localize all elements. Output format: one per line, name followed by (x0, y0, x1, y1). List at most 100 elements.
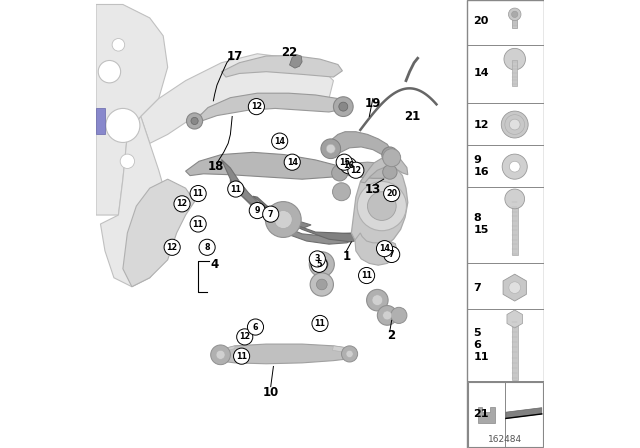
Circle shape (508, 8, 521, 21)
Circle shape (382, 147, 398, 163)
Text: 12: 12 (239, 332, 250, 341)
Circle shape (383, 246, 400, 263)
Circle shape (310, 273, 333, 296)
Text: 15: 15 (339, 158, 349, 167)
Polygon shape (338, 162, 392, 178)
Circle shape (504, 48, 525, 70)
FancyBboxPatch shape (511, 200, 518, 255)
Circle shape (199, 239, 215, 255)
Text: 11: 11 (361, 271, 372, 280)
Circle shape (383, 165, 397, 179)
Circle shape (120, 154, 134, 168)
Text: 9
16: 9 16 (473, 155, 489, 177)
Polygon shape (253, 196, 360, 242)
Circle shape (383, 149, 401, 167)
Circle shape (348, 162, 364, 178)
Circle shape (311, 256, 327, 272)
Text: 17: 17 (227, 49, 243, 63)
Text: 12: 12 (350, 166, 362, 175)
Polygon shape (218, 346, 235, 353)
Text: 6: 6 (253, 323, 258, 332)
Circle shape (216, 350, 225, 359)
Text: 18: 18 (208, 160, 224, 173)
Polygon shape (230, 179, 356, 244)
Circle shape (275, 211, 292, 228)
Circle shape (312, 315, 328, 332)
Text: 20: 20 (473, 16, 488, 26)
Text: 14: 14 (274, 137, 285, 146)
Circle shape (321, 139, 340, 159)
Circle shape (357, 181, 406, 231)
Circle shape (372, 295, 383, 306)
Text: 2: 2 (387, 328, 395, 342)
Circle shape (248, 99, 264, 115)
Text: 16: 16 (343, 161, 354, 170)
Circle shape (509, 282, 520, 293)
Circle shape (266, 202, 301, 237)
Polygon shape (96, 108, 105, 134)
Circle shape (376, 241, 392, 257)
Circle shape (284, 154, 300, 170)
Circle shape (391, 307, 407, 323)
FancyBboxPatch shape (467, 0, 544, 448)
Polygon shape (478, 407, 495, 423)
Circle shape (367, 192, 396, 220)
FancyBboxPatch shape (513, 15, 517, 28)
FancyBboxPatch shape (468, 382, 543, 447)
Circle shape (309, 252, 334, 277)
Circle shape (505, 189, 525, 209)
Text: 20: 20 (386, 189, 397, 198)
Circle shape (358, 267, 374, 284)
Circle shape (191, 117, 198, 125)
Polygon shape (195, 93, 347, 122)
Circle shape (383, 185, 400, 202)
Text: 7: 7 (268, 210, 273, 219)
Circle shape (326, 144, 335, 153)
Circle shape (211, 345, 230, 365)
Circle shape (336, 154, 352, 170)
Text: 162484: 162484 (488, 435, 522, 444)
Circle shape (509, 119, 520, 130)
Circle shape (234, 348, 250, 364)
Text: 14: 14 (287, 158, 298, 167)
Text: 11: 11 (193, 220, 204, 228)
Text: 11: 11 (236, 352, 247, 361)
Polygon shape (333, 346, 351, 353)
Text: 11: 11 (314, 319, 326, 328)
Text: 12: 12 (177, 199, 188, 208)
Text: 5: 5 (316, 260, 322, 269)
Polygon shape (123, 179, 195, 287)
Text: 11: 11 (193, 189, 204, 198)
Text: 1: 1 (343, 250, 351, 263)
Circle shape (249, 202, 266, 219)
Text: 9: 9 (255, 206, 260, 215)
Text: 14: 14 (379, 244, 390, 253)
Text: 11: 11 (230, 185, 241, 194)
Circle shape (332, 165, 348, 181)
Circle shape (383, 311, 392, 320)
Circle shape (509, 161, 520, 172)
Circle shape (367, 289, 388, 311)
Circle shape (228, 181, 244, 197)
Polygon shape (506, 408, 541, 418)
Text: 22: 22 (282, 46, 298, 60)
Polygon shape (217, 344, 352, 364)
Circle shape (339, 102, 348, 111)
Circle shape (316, 258, 328, 271)
Text: 14: 14 (473, 69, 489, 78)
Text: 7: 7 (473, 283, 481, 293)
Circle shape (190, 185, 206, 202)
Polygon shape (100, 116, 172, 287)
Text: 19: 19 (365, 97, 381, 111)
Polygon shape (221, 56, 342, 77)
Circle shape (164, 239, 180, 255)
Circle shape (271, 133, 288, 149)
Text: 5
6
11: 5 6 11 (473, 328, 489, 362)
Polygon shape (221, 159, 311, 228)
Text: 7: 7 (389, 250, 394, 259)
Circle shape (186, 113, 203, 129)
Polygon shape (96, 4, 168, 215)
Text: 21: 21 (473, 409, 489, 419)
Circle shape (333, 183, 351, 201)
Circle shape (340, 158, 356, 174)
